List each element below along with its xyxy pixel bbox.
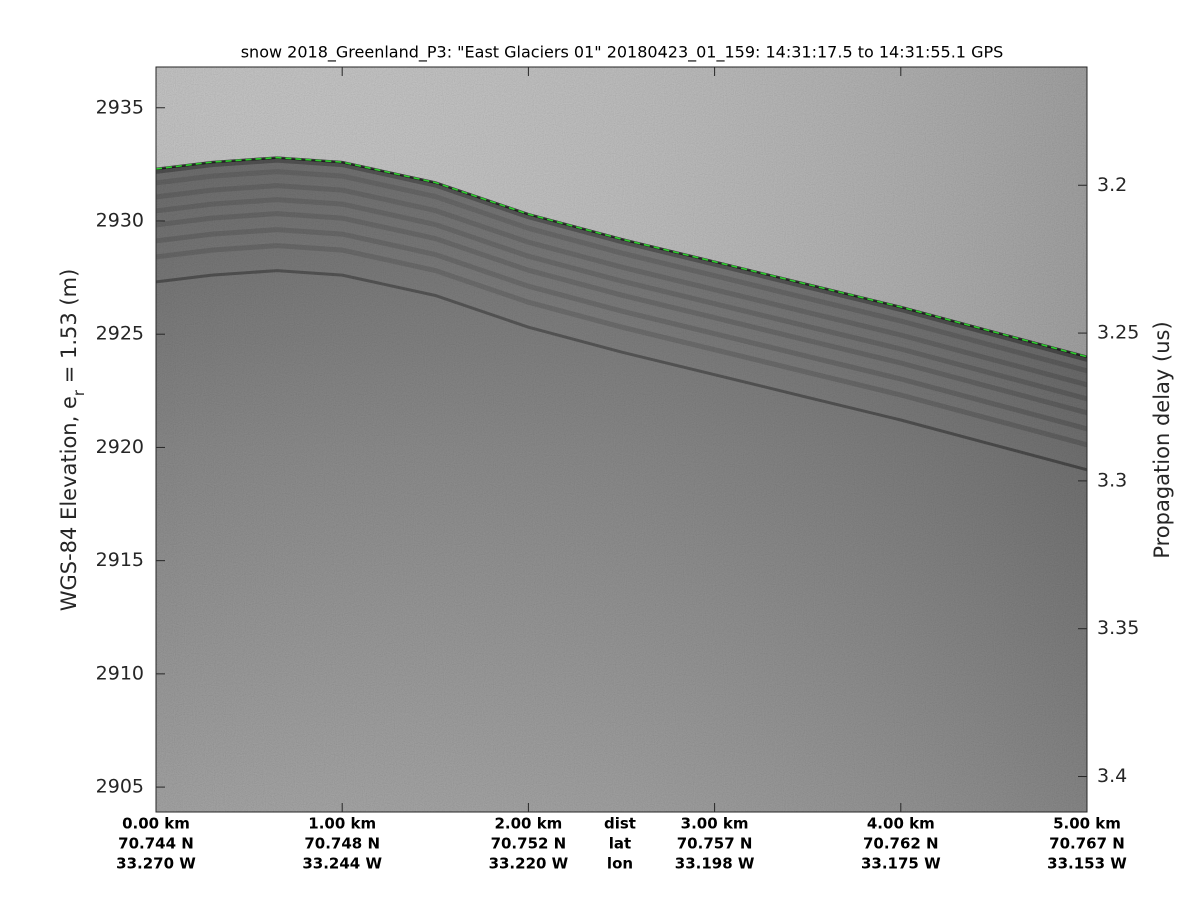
y-tick-label: 2910 (96, 662, 144, 684)
y-tick-label: 2920 (96, 436, 144, 458)
chart-title: snow 2018_Greenland_P3: "East Glaciers 0… (241, 43, 1004, 63)
x-tick-label: 4.00 km (867, 815, 935, 833)
plot-frame (155, 66, 1088, 813)
x-tick-label: 3.00 km (681, 815, 749, 833)
row-label: lon (607, 855, 633, 873)
y-axis-label-part: = 1.53 (m) (57, 269, 81, 390)
lon-label: 33.270 W (116, 855, 196, 873)
lat-label: 70.757 N (677, 835, 753, 853)
y-axis-label: WGS-84 Elevation, er = 1.53 (m) (57, 269, 88, 612)
y-tick-label: 2935 (96, 96, 144, 118)
x-tick-label: 2.00 km (494, 815, 562, 833)
y2-axis-label: Propagation delay (us) (1150, 321, 1174, 558)
y-tick-label: 2905 (96, 776, 144, 798)
lon-label: 33.153 W (1047, 855, 1127, 873)
plot-area (156, 67, 1087, 812)
row-label: lat (609, 835, 631, 853)
y2-tick-label: 3.25 (1097, 322, 1139, 344)
y-axis-label-part: WGS-84 Elevation, e (57, 396, 81, 611)
y-tick-label: 2915 (96, 549, 144, 571)
lon-label: 33.220 W (489, 855, 569, 873)
y-tick-label: 2925 (96, 323, 144, 345)
lat-label: 70.762 N (863, 835, 939, 853)
lat-label: 70.748 N (304, 835, 380, 853)
lat-label: 70.767 N (1049, 835, 1125, 853)
lon-label: 33.175 W (861, 855, 941, 873)
y2-tick-label: 3.2 (1097, 174, 1127, 196)
lon-label: 33.198 W (675, 855, 755, 873)
surface-pick (156, 156, 1087, 358)
row-label: dist (604, 815, 636, 833)
y2-tick-label: 3.3 (1097, 469, 1127, 491)
y-axis-label-subscript: r (70, 389, 88, 396)
y2-tick-label: 3.35 (1097, 617, 1139, 639)
x-tick-label: 0.00 km (122, 815, 190, 833)
shading (156, 67, 1087, 812)
y2-tick-label: 3.4 (1097, 765, 1127, 787)
lat-label: 70.752 N (491, 835, 567, 853)
y-tick-label: 2930 (96, 209, 144, 231)
x-tick-label: 5.00 km (1053, 815, 1121, 833)
x-tick-label: 1.00 km (308, 815, 376, 833)
lon-label: 33.244 W (302, 855, 382, 873)
lat-label: 70.744 N (118, 835, 194, 853)
